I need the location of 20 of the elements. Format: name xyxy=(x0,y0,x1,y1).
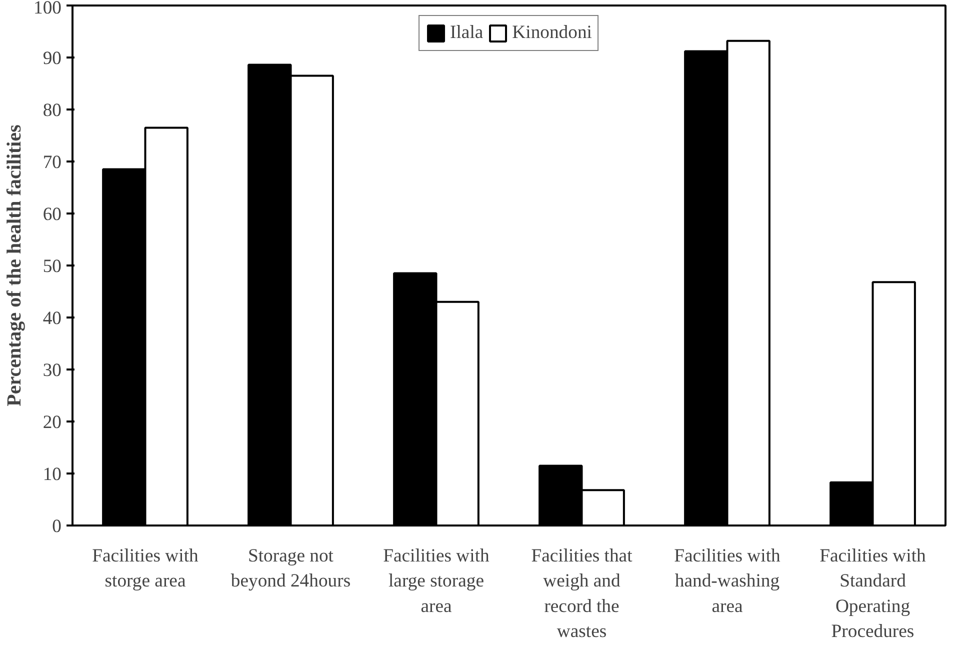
y-tick-label: 100 xyxy=(34,0,62,18)
x-tick-label: Facilities with hand-washing area xyxy=(674,546,782,617)
y-tick-label: 70 xyxy=(42,152,62,173)
y-tick-label: 50 xyxy=(42,256,62,277)
x-tick-label: Facilities that weigh and record the wastes xyxy=(531,546,634,642)
y-tick-label: 60 xyxy=(42,204,62,225)
y-tick-label: 90 xyxy=(42,48,62,69)
y-tick-label: 80 xyxy=(42,100,62,121)
legend-label: Kinondoni xyxy=(512,22,592,44)
y-tick-label: 30 xyxy=(42,360,62,381)
x-tick-label: Facilities with large storage area xyxy=(383,546,490,617)
y-tick-label: 10 xyxy=(42,464,62,485)
x-tick-label: Storage not beyond 24hours xyxy=(230,546,351,592)
y-axis-title: Percentage of the health facilities xyxy=(4,124,26,406)
y-tick-label: 20 xyxy=(42,412,62,433)
x-tick-label: Facilities with Standard Operating Procedures xyxy=(820,546,927,642)
legend-label: Ilala xyxy=(450,22,484,44)
x-tick-label: Facilities with storge area xyxy=(92,546,200,592)
y-tick-label: 40 xyxy=(42,308,62,329)
y-tick-label: 0 xyxy=(52,516,62,537)
